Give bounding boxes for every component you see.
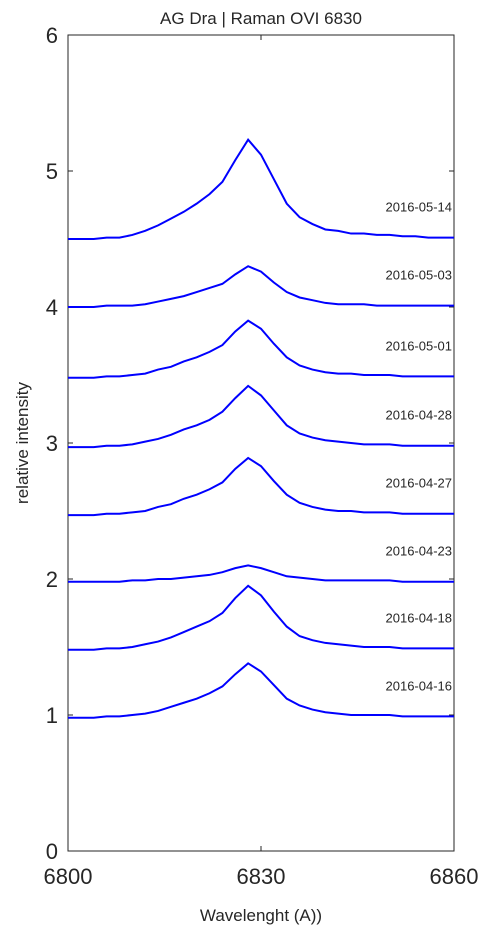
spectrum-line <box>68 662 454 719</box>
spectrum-line <box>68 456 454 517</box>
series-label: 2016-05-14 <box>386 200 453 215</box>
spectrum-line <box>68 584 454 651</box>
x-axis-label: Wavelenght (A)) <box>200 906 322 925</box>
x-tick-label: 6830 <box>237 864 286 889</box>
y-tick-label: 6 <box>46 23 58 48</box>
plot-frame <box>67 34 455 852</box>
series-label: 2016-04-16 <box>386 678 453 693</box>
x-tick-label: 6800 <box>44 864 93 889</box>
chart-title: AG Dra | Raman OVI 6830 <box>160 9 362 28</box>
y-tick-label: 1 <box>46 703 58 728</box>
spectrum-line <box>68 564 454 583</box>
x-tick-label: 6860 <box>430 864 479 889</box>
spectrum-line <box>68 265 454 308</box>
y-tick-label: 0 <box>46 839 58 864</box>
y-axis-label: relative intensity <box>13 382 32 504</box>
y-tick-label: 2 <box>46 567 58 592</box>
series-label: 2016-04-27 <box>386 476 453 491</box>
series-label: 2016-04-18 <box>386 610 453 625</box>
series-label: 2016-04-28 <box>386 408 453 423</box>
series-label: 2016-05-01 <box>386 338 453 353</box>
y-tick-label: 4 <box>46 295 58 320</box>
spectrum-line <box>68 138 454 240</box>
spectrum-line <box>68 319 454 379</box>
y-tick-label: 3 <box>46 431 58 456</box>
series-label: 2016-04-23 <box>386 544 453 559</box>
y-tick-label: 5 <box>46 159 58 184</box>
series-label: 2016-05-03 <box>386 268 453 283</box>
spectrum-line <box>68 384 454 449</box>
